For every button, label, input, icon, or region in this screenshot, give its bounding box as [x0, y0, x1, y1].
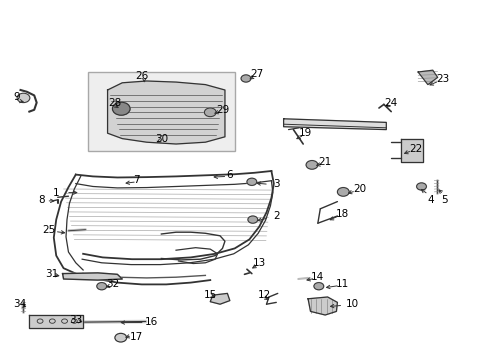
Text: 14: 14: [310, 272, 324, 282]
Text: 23: 23: [435, 74, 448, 84]
Text: 18: 18: [335, 209, 348, 219]
Text: 34: 34: [13, 299, 26, 309]
Text: 33: 33: [69, 315, 82, 325]
Text: 21: 21: [318, 157, 331, 167]
Text: 4: 4: [426, 195, 433, 205]
Text: 8: 8: [38, 195, 45, 205]
Circle shape: [337, 188, 348, 196]
Circle shape: [17, 93, 30, 103]
Text: 22: 22: [408, 144, 422, 154]
Text: 10: 10: [345, 299, 358, 309]
Text: 11: 11: [335, 279, 348, 289]
Circle shape: [97, 283, 106, 290]
Text: 26: 26: [135, 71, 148, 81]
Text: 5: 5: [441, 195, 447, 205]
Text: 1: 1: [53, 188, 60, 198]
Circle shape: [313, 283, 323, 290]
Polygon shape: [107, 81, 224, 144]
Circle shape: [241, 75, 250, 82]
Text: 32: 32: [105, 279, 119, 289]
Text: 7: 7: [133, 175, 140, 185]
Text: 16: 16: [144, 317, 158, 327]
Text: 15: 15: [203, 290, 217, 300]
Text: 6: 6: [226, 170, 233, 180]
Text: 12: 12: [257, 290, 270, 300]
Text: 27: 27: [249, 69, 263, 79]
Polygon shape: [417, 70, 437, 85]
Text: 3: 3: [272, 179, 279, 189]
Polygon shape: [307, 297, 337, 315]
Polygon shape: [62, 273, 122, 280]
Polygon shape: [283, 119, 386, 130]
Text: 28: 28: [108, 98, 122, 108]
Text: 20: 20: [352, 184, 365, 194]
Text: 29: 29: [215, 105, 229, 115]
Circle shape: [204, 108, 216, 117]
Polygon shape: [29, 315, 83, 328]
Text: 30: 30: [155, 134, 167, 144]
Polygon shape: [210, 293, 229, 304]
Text: 19: 19: [298, 128, 312, 138]
Text: 25: 25: [42, 225, 56, 235]
Text: 31: 31: [44, 269, 58, 279]
FancyBboxPatch shape: [88, 72, 234, 151]
Circle shape: [247, 216, 257, 223]
Polygon shape: [400, 139, 422, 162]
Circle shape: [416, 183, 426, 190]
Text: 13: 13: [252, 258, 265, 268]
Circle shape: [305, 161, 317, 169]
Text: 9: 9: [14, 92, 20, 102]
Circle shape: [115, 333, 126, 342]
Circle shape: [112, 102, 130, 115]
Text: 17: 17: [130, 332, 143, 342]
Text: 24: 24: [384, 98, 397, 108]
Text: 2: 2: [272, 211, 279, 221]
Circle shape: [246, 178, 256, 185]
